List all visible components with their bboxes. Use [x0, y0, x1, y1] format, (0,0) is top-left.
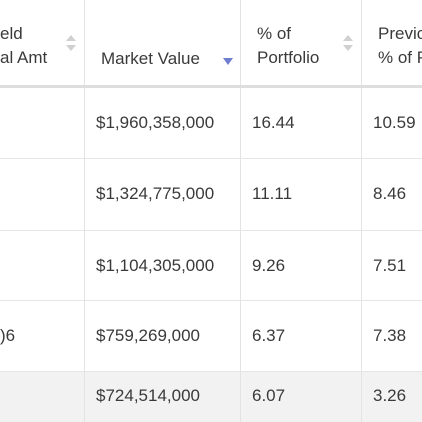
column-header-label: Portfolio — [257, 48, 320, 67]
sort-descending-icon[interactable] — [223, 58, 233, 65]
cell-market-value: $1,960,358,000 — [96, 113, 215, 132]
column-divider — [240, 0, 241, 422]
cell-market-value: $724,514,000 — [96, 386, 200, 405]
column-header-label: % of — [257, 24, 292, 43]
row-divider — [0, 371, 422, 372]
row-divider — [0, 158, 422, 159]
cell-previous-pct: 10.59 — [373, 113, 416, 132]
cell-previous-pct: 7.38 — [373, 326, 407, 345]
cell-market-value: $1,324,775,000 — [96, 184, 215, 203]
column-divider — [84, 0, 85, 422]
sort-icon[interactable] — [343, 35, 353, 53]
cell-pct-portfolio: 11.11 — [252, 184, 293, 203]
cell-previous-pct: 8.46 — [373, 184, 407, 203]
cell-pct-portfolio: 9.26 — [252, 256, 286, 275]
row-divider — [0, 300, 422, 301]
cell-previous-pct: 3.26 — [373, 386, 407, 405]
row-divider — [0, 230, 422, 231]
column-header-label: % of P — [378, 48, 422, 67]
header-divider — [0, 85, 422, 88]
cell-held-amt: )6 — [0, 326, 16, 345]
table-row-hover-highlight — [0, 372, 422, 422]
cell-market-value: $1,104,305,000 — [96, 256, 215, 275]
cell-pct-portfolio: 6.37 — [252, 326, 286, 345]
cell-market-value: $759,269,000 — [96, 326, 200, 345]
column-header-label: eld — [0, 24, 23, 43]
column-header-label: Previc — [378, 24, 422, 43]
column-header-label: Market Value — [101, 49, 200, 68]
cell-pct-portfolio: 16.44 — [252, 113, 295, 132]
cell-previous-pct: 7.51 — [373, 256, 407, 275]
sort-icon[interactable] — [66, 35, 76, 53]
cell-pct-portfolio: 6.07 — [252, 386, 286, 405]
column-header-label: al Amt — [0, 48, 48, 67]
column-divider — [361, 0, 362, 422]
